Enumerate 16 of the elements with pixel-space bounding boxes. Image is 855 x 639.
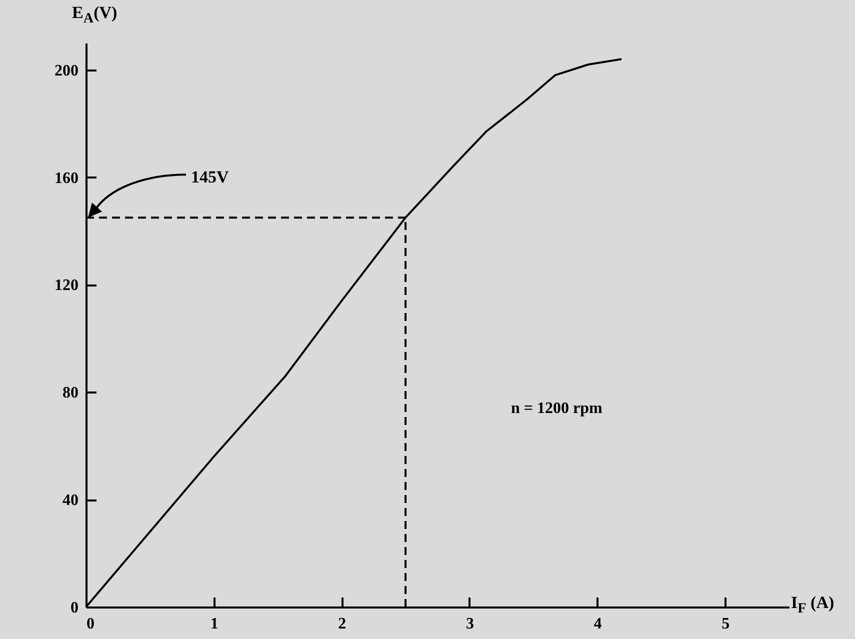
annotation: n = 1200 rpm [511,400,604,417]
x-tick-label: 2 [338,616,346,632]
y-axis-title: E$_{A}$(V) [72,3,118,28]
x-tick-label: 3 [466,616,474,632]
y-tick-label: 200 [54,62,78,80]
y-tick-label: 40 [62,492,78,510]
x-tick-label: 5 [722,616,730,632]
x-tick-label: 1 [210,616,218,632]
x-axis-title: I$_{F}$ (A) [791,593,834,618]
y-tick-label: 80 [62,384,78,402]
y-tick-label: 160 [54,170,78,187]
annotation: 145V [191,168,230,187]
y-tick-label: 120 [54,277,78,294]
y-tick-label: 0 [70,600,78,616]
x-tick-label: 4 [594,616,602,632]
x-tick-label: 0 [86,616,94,632]
